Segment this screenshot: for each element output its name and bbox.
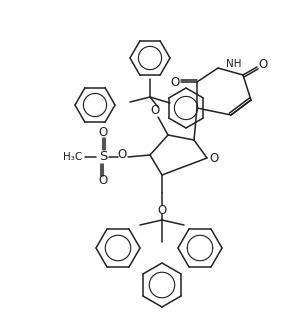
Text: O: O — [117, 147, 127, 160]
Text: O: O — [170, 75, 180, 88]
Text: O: O — [157, 204, 167, 217]
Text: O: O — [98, 126, 108, 140]
Text: O: O — [258, 59, 268, 72]
Text: O: O — [209, 152, 219, 165]
Text: H₃C: H₃C — [63, 152, 83, 162]
Text: O: O — [98, 175, 108, 188]
Text: S: S — [99, 151, 107, 164]
Text: O: O — [150, 105, 160, 118]
Text: NH: NH — [226, 59, 241, 69]
